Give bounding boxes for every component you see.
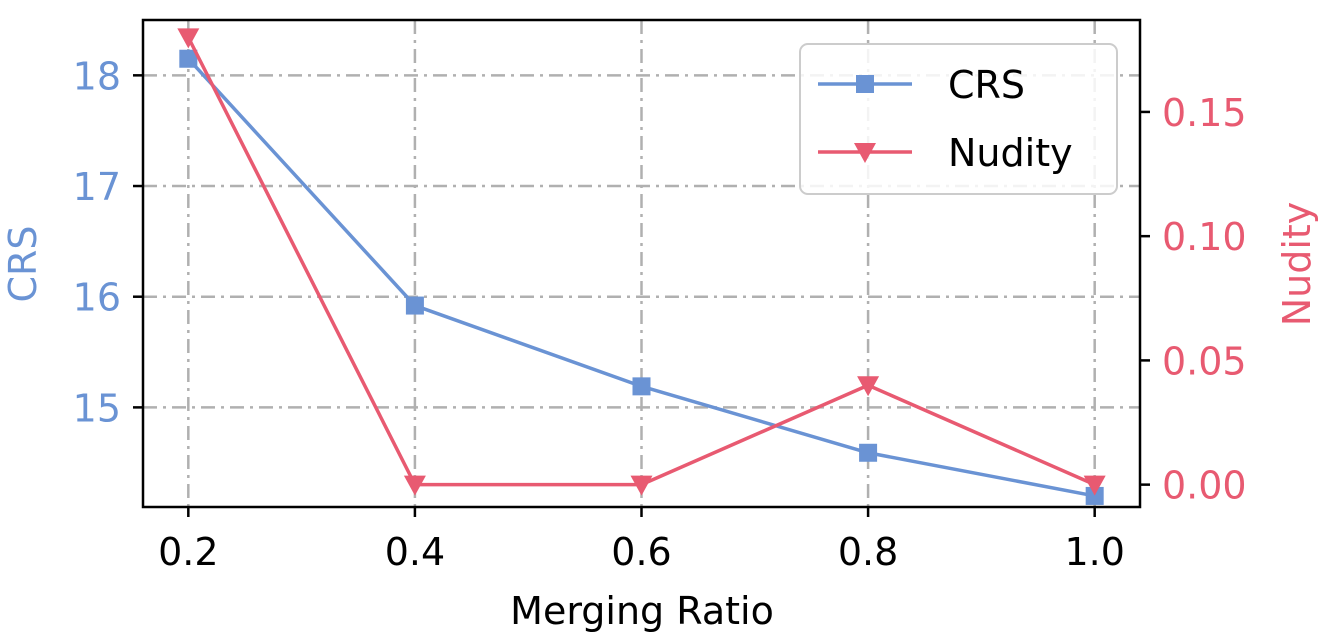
y-left-tick-label: 15	[73, 386, 121, 430]
data-point-nudity	[630, 475, 653, 496]
x-tick-label: 0.6	[611, 530, 671, 574]
data-point-crs	[859, 443, 878, 462]
legend-label-crs: CRS	[948, 63, 1025, 107]
legend-marker-crs	[856, 75, 874, 93]
y-left-axis-label: CRS	[1, 225, 45, 302]
legend-box	[799, 43, 1118, 195]
grid	[143, 20, 1140, 507]
x-tick-label: 0.2	[158, 530, 218, 574]
x-axis-label: Merging Ratio	[510, 589, 774, 633]
y-left-tick-label: 18	[73, 54, 121, 98]
y-right-tick-label: 0.00	[1162, 464, 1247, 508]
legend-label-nudity: Nudity	[948, 131, 1073, 175]
data-point-crs	[1085, 486, 1104, 505]
data-point-nudity	[177, 28, 200, 49]
y-right-tick-label: 0.15	[1162, 91, 1247, 135]
x-tick-label: 0.4	[385, 530, 445, 574]
series-layer	[177, 28, 1106, 505]
x-tick-label: 1.0	[1064, 530, 1124, 574]
axes: 0.2 0.4 0.6 0.8 1.0 15 16 17 18 0.00 0.05 0.10 0.15	[73, 54, 1247, 574]
y-right-tick-label: 0.10	[1162, 215, 1247, 259]
data-point-nudity	[1083, 475, 1106, 496]
data-point-crs	[405, 296, 424, 315]
x-tick-label: 0.8	[838, 530, 898, 574]
data-point-nudity	[857, 376, 880, 397]
y-left-tick-label: 17	[73, 165, 121, 209]
y-left-tick-label: 16	[73, 276, 121, 320]
data-point-crs	[179, 49, 198, 68]
y-right-tick-label: 0.05	[1162, 339, 1247, 383]
y-right-axis-label: Nudity	[1275, 202, 1319, 327]
data-point-nudity	[403, 475, 426, 496]
legend: CRS Nudity	[799, 43, 1118, 195]
legend-marker-nudity	[854, 143, 876, 163]
data-point-crs	[632, 377, 651, 396]
